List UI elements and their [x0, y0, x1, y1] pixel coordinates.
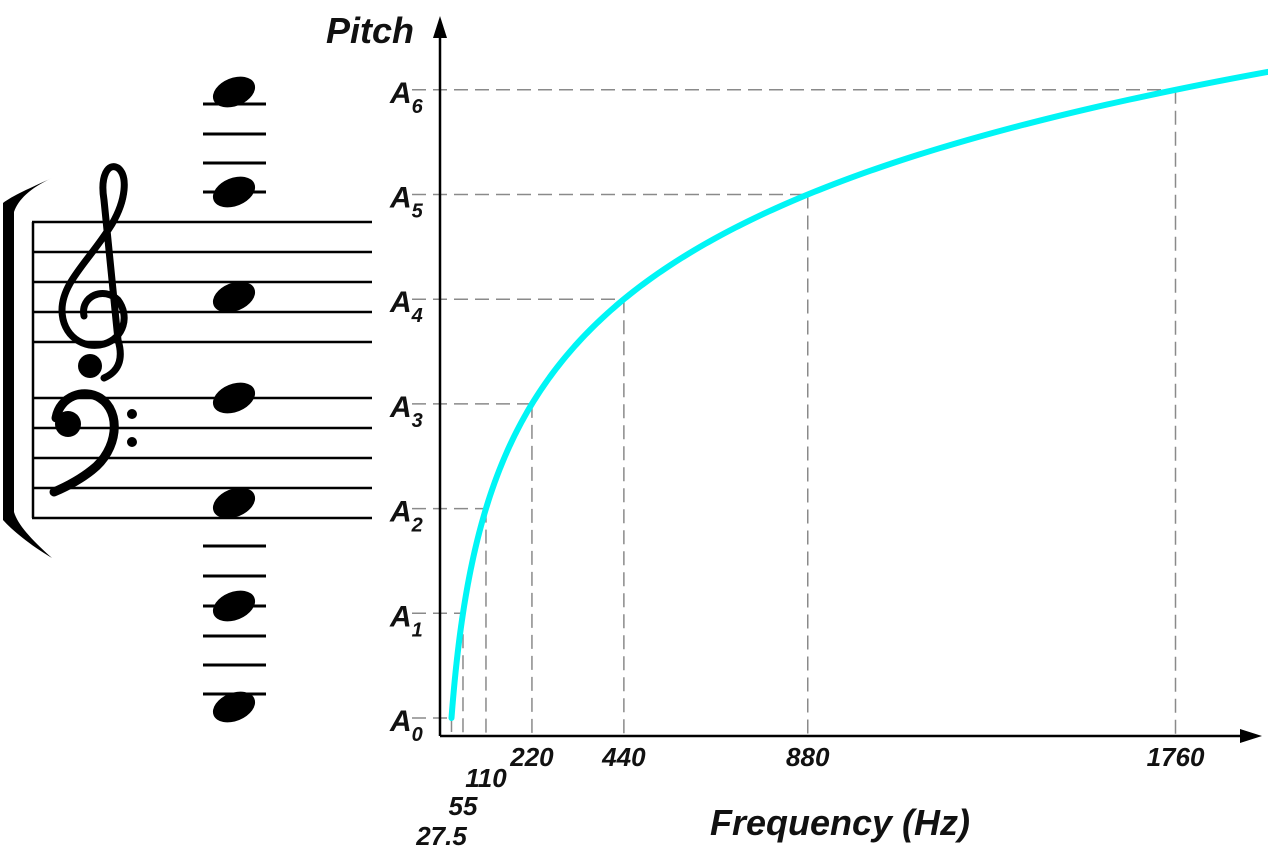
y-tick-label: A6: [389, 77, 424, 118]
note-heads: [212, 76, 256, 723]
ledger-lines-below: [203, 544, 266, 696]
y-tick-label: A3: [389, 391, 423, 432]
x-axis-title: Frequency (Hz): [710, 802, 970, 843]
y-tick-label: A5: [389, 182, 424, 223]
staff-bracket: [3, 178, 52, 558]
bass-staff-lines: [32, 396, 372, 520]
x-tick-label: 440: [601, 742, 646, 772]
note-a3: [212, 382, 256, 414]
x-tick-label: 110: [465, 763, 507, 793]
y-axis-title: Pitch: [326, 10, 414, 51]
x-tick-label: 27.5: [415, 821, 467, 851]
x-tick-label: 1760: [1147, 742, 1205, 772]
x-tick-label: 880: [786, 742, 830, 772]
treble-clef-icon: [58, 163, 128, 382]
pitch-curve: [448, 68, 1268, 721]
x-tick-label: 220: [509, 742, 554, 772]
y-tick-labels: A0 A1 A2 A3 A4 A5 A6: [389, 77, 424, 746]
y-tick-label: A2: [389, 496, 423, 537]
note-a2: [212, 487, 256, 519]
x-tick-label: 55: [449, 791, 478, 821]
grand-staff: [3, 76, 372, 723]
x-axis-arrow-icon: [1240, 729, 1262, 743]
y-tick-label: A4: [389, 286, 423, 327]
note-a6: [212, 76, 256, 108]
guide-lines: [412, 89, 1177, 736]
note-a4: [212, 281, 256, 313]
note-a0: [212, 691, 256, 723]
y-axis-arrow-icon: [433, 16, 447, 38]
axes: [433, 16, 1262, 743]
y-tick-label: A0: [389, 705, 423, 746]
bass-clef-icon: [49, 389, 137, 497]
treble-staff-lines: [32, 220, 372, 344]
note-a5: [212, 176, 256, 208]
note-a1: [212, 590, 256, 622]
y-tick-label: A1: [389, 600, 423, 641]
